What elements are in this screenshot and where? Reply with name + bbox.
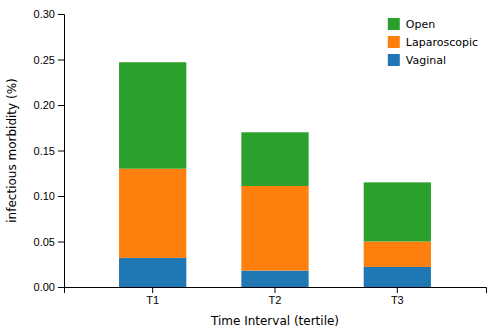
y-tick: 0.00 (34, 281, 64, 293)
y-tick-mark (58, 105, 64, 106)
bar-segment (364, 242, 431, 267)
y-tick-label: 0.15 (34, 145, 55, 157)
y-tick-mark (58, 14, 64, 15)
y-tick-label: 0.30 (34, 8, 55, 20)
bar-segment (241, 186, 308, 271)
x-tick-label: T3 (391, 294, 404, 306)
bars (119, 62, 431, 287)
y-tick-label: 0.00 (34, 281, 55, 293)
y-tick: 0.20 (34, 99, 64, 111)
x-tick: T1 (146, 287, 159, 306)
legend-label: Laparoscopic (406, 36, 478, 49)
bar-segment (119, 62, 186, 168)
x-axis-line (65, 288, 487, 294)
x-axis-title: Time Interval (tertile) (210, 314, 339, 328)
y-tick: 0.05 (34, 236, 64, 248)
legend-label: Open (406, 18, 435, 31)
y-tick-mark (58, 60, 64, 61)
y-tick-mark (58, 196, 64, 197)
y-axis: 0.00 0.05 0.10 0.15 0.20 0.25 0.30 (34, 8, 65, 293)
x-tick: T2 (269, 287, 282, 306)
legend: Open Laparoscopic Vaginal (388, 18, 478, 67)
y-tick: 0.15 (34, 145, 64, 157)
x-tick-label: T1 (146, 294, 159, 306)
x-tick: T3 (391, 287, 404, 306)
plot: T1 T2 T3 0.00 0.05 0.10 0.15 0.20 0.25 0.30 Open La… (34, 8, 487, 306)
bar-segment (364, 182, 431, 241)
bar-segment (119, 169, 186, 258)
y-tick-label: 0.20 (34, 99, 55, 111)
x-tick-label: T2 (269, 294, 282, 306)
bar-segment (241, 132, 308, 186)
y-tick-mark (58, 242, 64, 243)
y-tick: 0.30 (34, 8, 64, 20)
y-axis-title: infectious morbidity (%) (5, 78, 19, 222)
legend-swatch (388, 54, 400, 66)
y-tick-mark (58, 151, 64, 152)
legend-item: Vaginal (388, 54, 446, 67)
y-axis-line (58, 15, 65, 288)
series (119, 62, 431, 241)
x-axis: T1 T2 T3 (65, 287, 487, 306)
y-tick: 0.10 (34, 190, 64, 202)
legend-item: Laparoscopic (388, 36, 478, 49)
x-tick-mark (152, 287, 153, 293)
chart: T1 T2 T3 0.00 0.05 0.10 0.15 0.20 0.25 0.30 Open La… (0, 0, 500, 333)
y-tick: 0.25 (34, 54, 64, 66)
bar-segment (241, 271, 308, 287)
y-tick-mark (58, 287, 64, 288)
legend-label: Vaginal (406, 54, 446, 67)
x-tick-mark (397, 287, 398, 293)
bar-segment (364, 267, 431, 287)
legend-item: Open (388, 18, 435, 31)
y-tick-label: 0.10 (34, 190, 55, 202)
legend-swatch (388, 18, 400, 30)
y-tick-label: 0.25 (34, 54, 55, 66)
bar-segment (119, 258, 186, 287)
y-tick-label: 0.05 (34, 236, 55, 248)
x-tick-mark (275, 287, 276, 293)
legend-swatch (388, 36, 400, 48)
